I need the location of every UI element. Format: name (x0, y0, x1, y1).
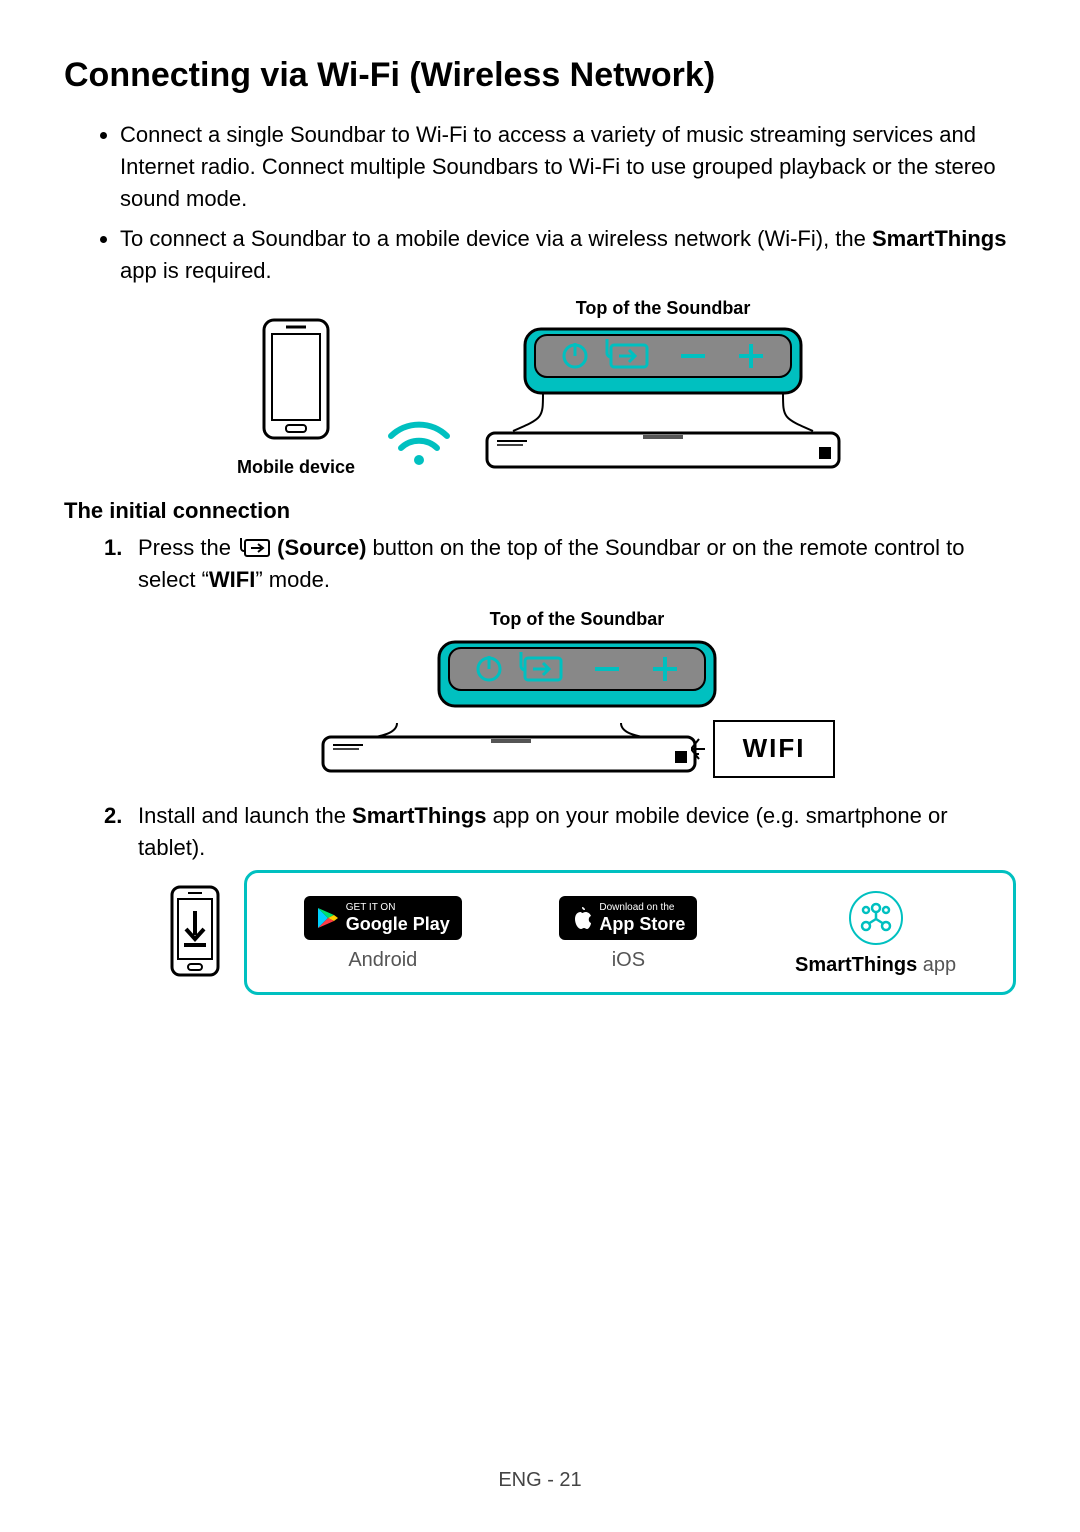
step-1-a: Press the (138, 535, 237, 560)
google-small: GET IT ON (346, 903, 396, 913)
apps-box: GET IT ON Google Play Android (244, 870, 1016, 995)
bullet-2-b: app is required. (120, 258, 272, 283)
step-2: 2. Install and launch the SmartThings ap… (104, 800, 1016, 995)
soundbar-body-icon (319, 723, 699, 775)
apple-small: Download on the (599, 903, 674, 913)
bullet-2: To connect a Soundbar to a mobile device… (120, 223, 1016, 287)
step-1-wifi: WIFI (209, 567, 255, 592)
arrow-to-wifi-label (691, 729, 715, 769)
wifi-icon (379, 398, 459, 478)
apple-icon (571, 906, 591, 930)
mobile-device-icon (256, 316, 336, 446)
smartthings-col: SmartThings app (795, 891, 956, 980)
wifi-mode-label: WIFI (713, 720, 836, 778)
apps-row: GET IT ON Google Play Android (166, 870, 1016, 995)
smartthings-icon (849, 891, 903, 945)
page-title: Connecting via Wi-Fi (Wireless Network) (64, 56, 1016, 95)
top-soundbar-label-1: Top of the Soundbar (483, 298, 843, 319)
smartthings-caption: SmartThings app (795, 951, 956, 980)
diagram-soundbar-wifi: Top of the Soundbar (138, 606, 1016, 778)
step-1-num: 1. (104, 532, 122, 564)
st-cap-rest: app (917, 954, 956, 976)
step-1: 1. Press the (Source) button on the top … (104, 532, 1016, 778)
subheading-initial-connection: The initial connection (64, 498, 1016, 524)
step-1-source: (Source) (277, 535, 366, 560)
google-play-col: GET IT ON Google Play Android (304, 896, 462, 975)
bullet-1: Connect a single Soundbar to Wi-Fi to ac… (120, 119, 1016, 215)
app-store-col: Download on the App Store iOS (559, 896, 697, 975)
step-2-num: 2. (104, 800, 122, 832)
diagram-mobile-wifi-soundbar: Mobile device Top of the Soundbar (64, 298, 1016, 478)
step-1-c: ” mode. (255, 567, 330, 592)
top-soundbar-label-2: Top of the Soundbar (490, 606, 665, 632)
apple-big: App Store (599, 915, 685, 933)
step-2-a: Install and launch the (138, 803, 352, 828)
source-inline-icon (237, 538, 271, 558)
soundbar-top-icon-1 (483, 323, 843, 473)
app-store-badge: Download on the App Store (559, 896, 697, 940)
intro-bullets: Connect a single Soundbar to Wi-Fi to ac… (64, 119, 1016, 286)
st-cap-bold: SmartThings (795, 954, 917, 976)
soundbar-top-icon-2 (397, 636, 757, 720)
bullet-2-bold: SmartThings (872, 226, 1006, 251)
google-big: Google Play (346, 915, 450, 933)
google-play-badge: GET IT ON Google Play (304, 896, 462, 940)
google-caption: Android (304, 946, 462, 975)
apple-caption: iOS (559, 946, 697, 975)
mobile-device-label: Mobile device (237, 457, 355, 478)
step-2-bold: SmartThings (352, 803, 486, 828)
bullet-2-a: To connect a Soundbar to a mobile device… (120, 226, 872, 251)
page-footer: ENG - 21 (0, 1469, 1080, 1492)
phone-download-icon (166, 883, 224, 981)
google-play-icon (316, 906, 338, 930)
